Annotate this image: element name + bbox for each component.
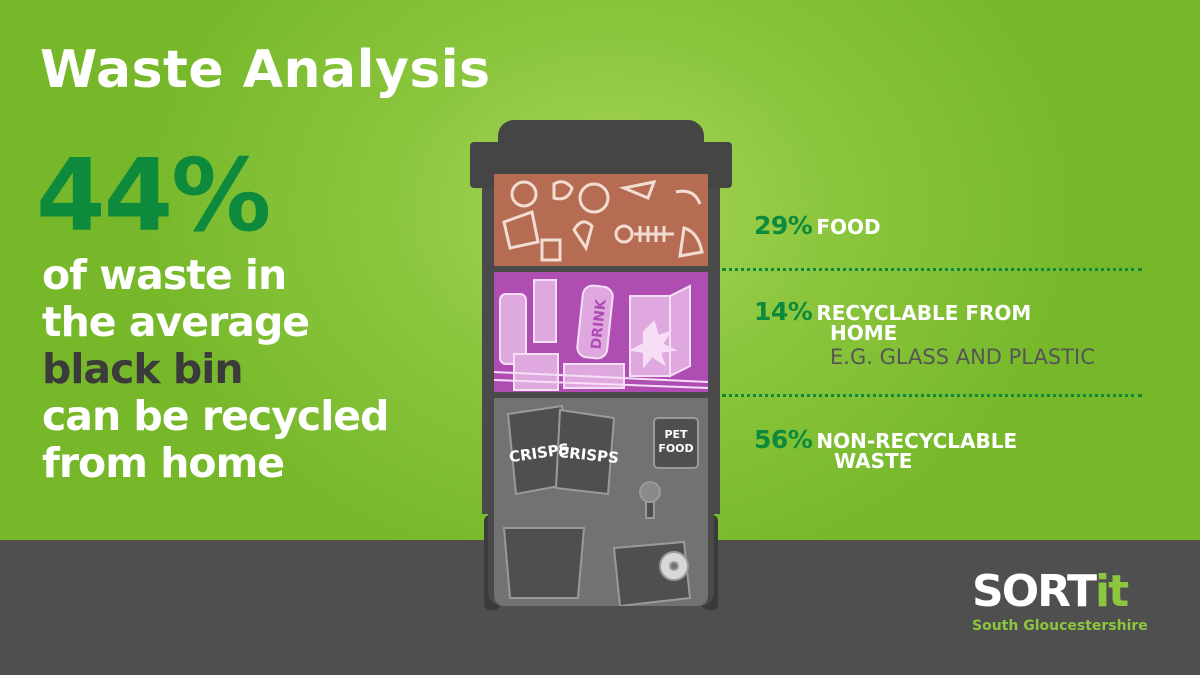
- non-recyclable-text-line2: WASTE: [834, 449, 913, 473]
- recyclable-text: RECYCLABLE FROM: [816, 301, 1032, 325]
- drink-can-label: DRINK: [588, 297, 609, 350]
- logo-wordmark: SORTit: [972, 570, 1162, 614]
- recyclable-label: 14% RECYCLABLE FROM HOME E.G. GLASS AND P…: [754, 299, 1095, 369]
- food-percent: 29%: [754, 211, 813, 240]
- bin-lid-handle: [498, 120, 704, 146]
- headline-line-highlight: black bin: [42, 345, 244, 393]
- non-recyclable-text: NON-RECYCLABLE: [816, 429, 1018, 453]
- headline-line: can be recycled: [42, 392, 389, 440]
- pet-food-label: PET: [664, 428, 688, 441]
- food-label: 29% FOOD: [754, 213, 881, 239]
- recyclable-text-line2: HOME: [830, 321, 898, 345]
- headline-line: the average: [42, 298, 310, 346]
- logo-main-text: SORT: [972, 566, 1097, 617]
- food-text: FOOD: [816, 215, 881, 239]
- wheelie-bin-illustration: DRINK CRISPS CRISPS PET: [470, 120, 732, 610]
- dotted-divider: [722, 268, 1142, 271]
- headline-line: from home: [42, 439, 285, 487]
- dotted-divider: [722, 394, 1142, 397]
- recyclable-items-icon: DRINK: [494, 279, 708, 391]
- recyclable-percent: 14%: [754, 297, 813, 326]
- non-recyclable-percent: 56%: [754, 425, 813, 454]
- food-segment: [494, 174, 708, 266]
- recyclable-subtext: E.G. GLASS AND PLASTIC: [830, 345, 1095, 369]
- food-items-icon: [502, 179, 704, 262]
- page-title: Waste Analysis: [40, 40, 491, 100]
- non-recyclable-segment: CRISPS CRISPS PET FOOD: [494, 398, 708, 606]
- non-recyclable-items-icon: CRISPS CRISPS PET FOOD: [502, 404, 699, 606]
- recyclable-segment: DRINK: [494, 272, 708, 392]
- logo-subtitle: South Gloucestershire: [972, 618, 1148, 634]
- non-recyclable-label: 56% NON-RECYCLABLE WASTE: [754, 427, 1018, 473]
- headline-percent: 44%: [36, 137, 271, 254]
- logo-accent-text: it: [1095, 566, 1129, 617]
- headline-description: of waste in the average black bin can be…: [42, 252, 462, 487]
- pet-food-label: FOOD: [658, 442, 693, 455]
- headline-line: of waste in: [42, 251, 287, 299]
- sortit-logo: SORTit South Gloucestershire: [972, 570, 1162, 640]
